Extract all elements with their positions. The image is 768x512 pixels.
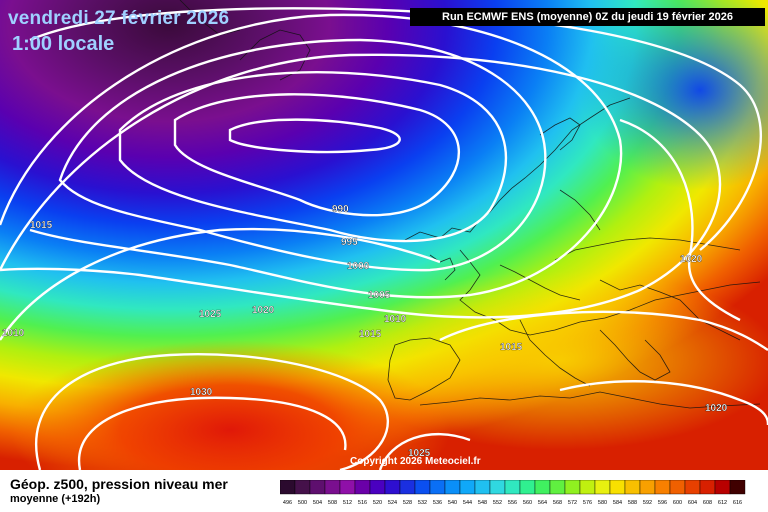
isobar-label: 1020 xyxy=(680,254,703,265)
scale-swatch xyxy=(504,480,521,495)
scale-swatch xyxy=(309,480,326,495)
scale-label: 600 xyxy=(673,500,682,506)
isobar-label: 1025 xyxy=(199,309,222,320)
scale-swatch xyxy=(639,480,656,495)
scale-label: 536 xyxy=(433,500,442,506)
scale-label: 604 xyxy=(688,500,697,506)
scale-swatch xyxy=(669,480,686,495)
scale-swatch xyxy=(280,480,296,495)
scale-label: 540 xyxy=(448,500,457,506)
scale-swatch xyxy=(474,480,491,495)
scale-label: 596 xyxy=(658,500,667,506)
scale-label: 560 xyxy=(523,500,532,506)
scale-label: 496 xyxy=(283,500,292,506)
isobar-label: 1010 xyxy=(384,314,407,325)
scale-swatch xyxy=(729,480,746,495)
scale-swatch xyxy=(369,480,386,495)
scale-label: 580 xyxy=(598,500,607,506)
scale-swatch xyxy=(324,480,341,495)
scale-swatch xyxy=(444,480,461,495)
isobar-label: 990 xyxy=(332,204,349,215)
run-info: Run ECMWF ENS (moyenne) 0Z du jeudi 19 f… xyxy=(410,8,765,26)
scale-label: 544 xyxy=(463,500,472,506)
isobar-label: 1015 xyxy=(500,342,523,353)
scale-label: 500 xyxy=(298,500,307,506)
legend-subtitle: moyenne (+192h) xyxy=(10,493,101,505)
scale-label: 612 xyxy=(718,500,727,506)
scale-label: 592 xyxy=(643,500,652,506)
scale-swatch xyxy=(354,480,371,495)
scale-swatch xyxy=(579,480,596,495)
scale-label: 520 xyxy=(373,500,382,506)
copyright: Copyright 2026 Meteociel.fr xyxy=(350,456,481,467)
scale-swatch xyxy=(549,480,566,495)
scale-swatch xyxy=(654,480,671,495)
scale-swatch xyxy=(489,480,506,495)
scale-swatch xyxy=(429,480,446,495)
isobar-label: 1030 xyxy=(190,387,213,398)
scale-swatch xyxy=(684,480,701,495)
scale-label: 584 xyxy=(613,500,622,506)
scale-swatch xyxy=(399,480,416,495)
forecast-date: vendredi 27 février 2026 xyxy=(8,8,230,29)
forecast-time: 1:00 locale xyxy=(12,33,115,55)
isobar-label: 1020 xyxy=(705,403,728,414)
scale-label: 572 xyxy=(568,500,577,506)
scale-label: 524 xyxy=(388,500,397,506)
scale-label: 512 xyxy=(343,500,352,506)
scale-label: 504 xyxy=(313,500,322,506)
isobar-labels: 990 995 1000 1005 1010 1015 1015 1010 10… xyxy=(2,204,728,459)
scale-swatch xyxy=(414,480,431,495)
scale-swatch xyxy=(519,480,536,495)
weather-map: 990 995 1000 1005 1010 1015 1015 1010 10… xyxy=(0,0,768,470)
scale-swatch xyxy=(294,480,311,495)
scale-label: 516 xyxy=(358,500,367,506)
scale-label: 568 xyxy=(553,500,562,506)
scale-label: 576 xyxy=(583,500,592,506)
scale-swatch xyxy=(384,480,401,495)
isobar-label: 995 xyxy=(341,237,358,248)
scale-label: 552 xyxy=(493,500,502,506)
scale-swatch xyxy=(339,480,356,495)
scale-swatch xyxy=(609,480,626,495)
isobar-label: 1015 xyxy=(30,220,53,231)
scale-label: 556 xyxy=(508,500,517,506)
scale-swatch xyxy=(534,480,551,495)
coastlines xyxy=(179,0,761,409)
scale-swatch xyxy=(594,480,611,495)
legend-title: Géop. z500, pression niveau mer xyxy=(10,476,228,492)
isobar-label: 1015 xyxy=(359,329,382,340)
scale-swatch xyxy=(699,480,716,495)
scale-swatch xyxy=(459,480,476,495)
isobar-label: 1010 xyxy=(2,328,25,339)
isobar-label: 1005 xyxy=(368,290,391,301)
scale-label: 588 xyxy=(628,500,637,506)
scale-label: 564 xyxy=(538,500,547,506)
isobar-label: 1000 xyxy=(347,261,370,272)
scale-swatch xyxy=(624,480,641,495)
isobar-label: 1020 xyxy=(252,305,275,316)
scale-label: 616 xyxy=(733,500,742,506)
scale-label: 548 xyxy=(478,500,487,506)
scale-swatch xyxy=(564,480,581,495)
isobar-label: 1025 xyxy=(408,448,431,459)
scale-label: 532 xyxy=(418,500,427,506)
scale-label: 508 xyxy=(328,500,337,506)
color-scale: 496 500 504 508 512 516 520 524 528 532 536 540 544 5… xyxy=(280,480,746,506)
scale-swatch xyxy=(714,480,731,495)
scale-label: 608 xyxy=(703,500,712,506)
scale-label: 528 xyxy=(403,500,412,506)
